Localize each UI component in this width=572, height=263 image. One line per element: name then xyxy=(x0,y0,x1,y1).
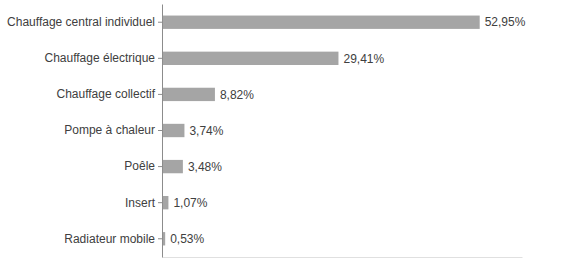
bar xyxy=(162,160,183,173)
data-label: 3,74% xyxy=(189,124,223,138)
tick-label: Pompe à chaleur xyxy=(64,123,155,137)
bars xyxy=(162,16,480,246)
tick-mark xyxy=(158,130,162,131)
data-label: 52,95% xyxy=(485,15,526,29)
bar xyxy=(162,52,338,65)
tick-mark xyxy=(158,202,162,203)
y-axis-line xyxy=(162,5,163,258)
tick: Chauffage central individuel xyxy=(7,15,162,29)
x-axis xyxy=(163,257,523,258)
tick-label: Chauffage collectif xyxy=(56,87,155,101)
y-axis: Chauffage central individuel Chauffage él… xyxy=(7,5,162,258)
tick-label: Insert xyxy=(125,196,156,210)
tick-label: Poêle xyxy=(124,159,155,173)
data-label: 1,07% xyxy=(173,196,207,210)
plot: Chauffage central individuel Chauffage él… xyxy=(7,5,526,258)
bar xyxy=(162,124,184,137)
data-labels: 52,95% 29,41% 8,82% 3,74% 3,48% 1,07% 0,53% xyxy=(170,15,526,246)
x-axis-line xyxy=(163,257,523,258)
data-label: 29,41% xyxy=(343,52,384,66)
chart: Chauffage central individuel Chauffage él… xyxy=(0,0,572,263)
data-label: 8,82% xyxy=(220,88,254,102)
tick: Poêle xyxy=(124,159,162,173)
bar xyxy=(162,16,480,29)
data-label: 0,53% xyxy=(170,232,204,246)
tick: Radiateur mobile xyxy=(64,232,162,246)
data-label: 3,48% xyxy=(188,160,222,174)
tick-mark xyxy=(158,94,162,95)
tick: Chauffage électrique xyxy=(44,51,162,65)
tick-mark xyxy=(158,166,162,167)
tick-mark xyxy=(158,22,162,23)
tick: Chauffage collectif xyxy=(56,87,162,101)
tick-label: Chauffage central individuel xyxy=(7,15,155,29)
tick: Pompe à chaleur xyxy=(64,123,162,137)
tick-mark xyxy=(158,58,162,59)
tick: Insert xyxy=(125,196,162,210)
tick-label: Radiateur mobile xyxy=(64,232,155,246)
tick-mark xyxy=(158,238,162,239)
bar xyxy=(162,88,215,101)
tick-label: Chauffage électrique xyxy=(44,51,155,65)
